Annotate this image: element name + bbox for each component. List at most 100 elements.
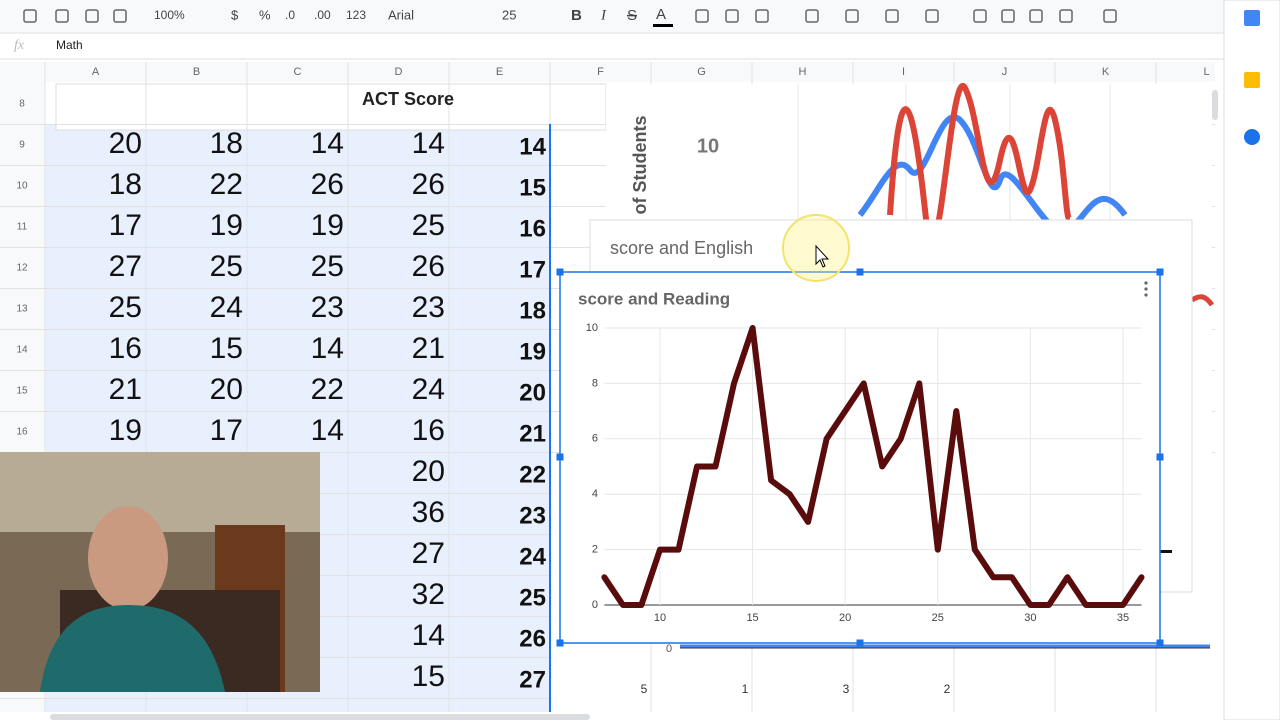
toolbar-icon[interactable]	[845, 9, 859, 23]
cell: 20	[109, 127, 142, 160]
resize-handle[interactable]	[1156, 453, 1164, 461]
cell: 19	[311, 209, 344, 242]
y-tick-label: 10	[586, 322, 598, 334]
cell: 14	[412, 619, 445, 652]
column-header-bar	[0, 62, 1215, 82]
bottom-label: 1	[742, 682, 749, 696]
cell: 17	[519, 256, 546, 283]
toolbar-icon[interactable]	[973, 9, 987, 23]
cell: 21	[109, 373, 142, 406]
toolbar-item[interactable]: .00	[314, 8, 331, 22]
x-tick-label: 30	[1024, 612, 1036, 624]
cell: 19	[210, 209, 243, 242]
cell: 15	[519, 174, 546, 201]
resize-handle[interactable]	[856, 639, 864, 647]
cell: 16	[412, 414, 445, 447]
column-header: F	[597, 66, 604, 78]
resize-handle[interactable]	[556, 453, 564, 461]
toolbar-item[interactable]: .0	[285, 8, 295, 22]
row-number: 8	[19, 99, 25, 110]
reading-title: score and Reading	[578, 289, 730, 308]
bottom-label: 2	[944, 682, 951, 696]
toolbar-icon[interactable]	[725, 9, 739, 23]
cell: 14	[311, 414, 344, 447]
cell: 20	[412, 455, 445, 488]
x-tick-label: 35	[1117, 612, 1129, 624]
toolbar-icon[interactable]	[885, 9, 899, 23]
italic-button[interactable]: I	[600, 7, 607, 23]
row-number: 16	[16, 427, 28, 438]
y-tick-label: 8	[592, 377, 598, 389]
toolbar-icon[interactable]	[1029, 9, 1043, 23]
x-tick-label: 15	[746, 612, 758, 624]
y-tick-label: 6	[592, 433, 598, 445]
bottom-ytick: 0	[666, 643, 672, 655]
column-header: D	[395, 66, 403, 78]
column-header: L	[1203, 66, 1209, 78]
toolbar-item[interactable]: $	[231, 7, 239, 22]
toolbar-icon[interactable]	[1059, 9, 1073, 23]
cell: 14	[412, 127, 445, 160]
cell: 24	[210, 291, 243, 324]
y-tick-label: 2	[592, 544, 598, 556]
toolbar-icon[interactable]	[1103, 9, 1117, 23]
toolbar-icon[interactable]	[113, 9, 127, 23]
cell: 16	[109, 332, 142, 365]
cell: 20	[519, 379, 546, 406]
webcam-wall	[0, 452, 320, 532]
legend-swatch	[1160, 550, 1172, 553]
header-cell	[55, 83, 607, 131]
column-header: H	[799, 66, 807, 78]
english-title: score and English	[610, 238, 753, 258]
toolbar-item[interactable]: Arial	[388, 7, 414, 22]
toolbar-item[interactable]: %	[259, 7, 271, 22]
cell: 25	[210, 250, 243, 283]
bold-button[interactable]: B	[571, 7, 582, 24]
row-number: 10	[16, 181, 28, 192]
cell: 26	[412, 168, 445, 201]
toolbar-item[interactable]: 100%	[154, 8, 185, 22]
row-number: 13	[16, 304, 28, 315]
scrollbar	[1212, 90, 1218, 120]
color-bar	[653, 24, 673, 27]
resize-handle[interactable]	[1156, 639, 1164, 647]
cell: 26	[412, 250, 445, 283]
toolbar-icon[interactable]	[805, 9, 819, 23]
cell: 22	[210, 168, 243, 201]
cell: 21	[519, 420, 546, 447]
cell: 17	[109, 209, 142, 242]
cell: 14	[519, 133, 546, 160]
toolbar-icon[interactable]	[23, 9, 37, 23]
toolbar-icon[interactable]	[925, 9, 939, 23]
toolbar-item[interactable]: 25	[502, 7, 516, 22]
menu-dot	[1144, 293, 1148, 297]
toolbar-icon[interactable]	[85, 9, 99, 23]
cell: 23	[311, 291, 344, 324]
resize-handle[interactable]	[1156, 268, 1164, 276]
toolbar-icon[interactable]	[55, 9, 69, 23]
menu-dot	[1144, 281, 1148, 285]
webcam-head	[88, 506, 168, 610]
cell: 16	[519, 215, 546, 242]
column-header: G	[697, 66, 706, 78]
toolbar-icon[interactable]	[695, 9, 709, 23]
calendar-icon[interactable]	[1244, 10, 1260, 26]
toolbar-icon[interactable]	[755, 9, 769, 23]
toolbar-item[interactable]: 123	[346, 8, 366, 22]
series-line	[601, 325, 1145, 608]
toolbar-icon[interactable]	[1001, 9, 1015, 23]
text-color-button[interactable]: A	[656, 6, 666, 23]
tasks-icon[interactable]	[1244, 129, 1260, 145]
resize-handle[interactable]	[856, 268, 864, 276]
resize-handle[interactable]	[556, 268, 564, 276]
back-series	[1190, 294, 1215, 307]
resize-handle[interactable]	[556, 639, 564, 647]
row-number: 9	[19, 140, 25, 151]
cell: 17	[210, 414, 243, 447]
keep-icon[interactable]	[1244, 72, 1260, 88]
y-tick-label: 4	[592, 488, 598, 500]
cell: 25	[412, 209, 445, 242]
strike-button[interactable]: S	[627, 7, 637, 24]
column-header: I	[902, 66, 905, 78]
h-scrollbar	[50, 714, 590, 720]
